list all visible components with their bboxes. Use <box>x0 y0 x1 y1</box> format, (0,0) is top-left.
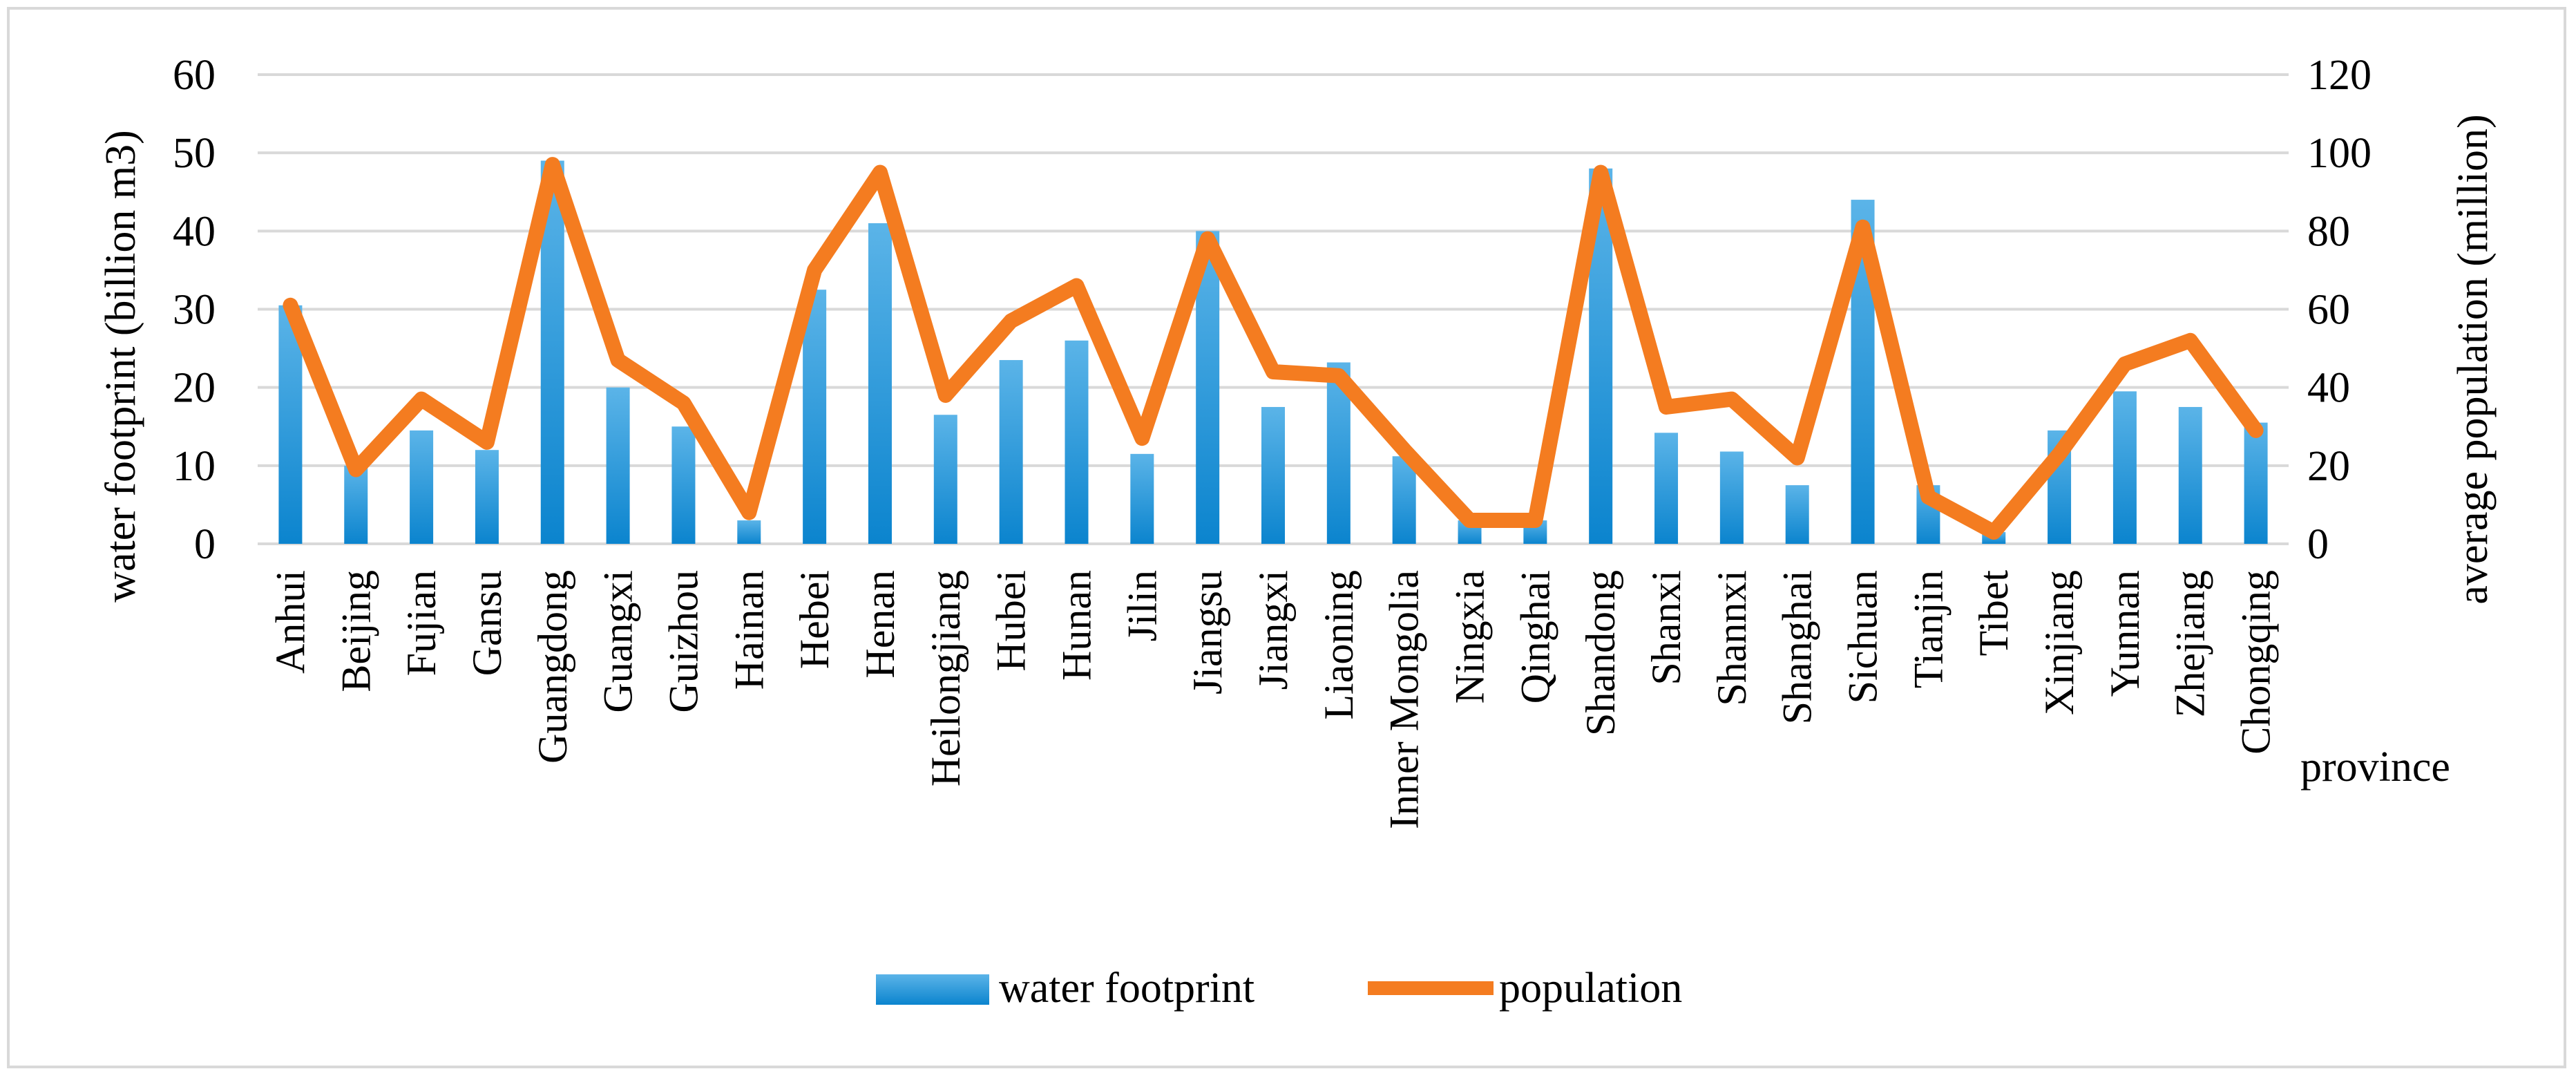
category-label-chongqing: Chongqing <box>2233 570 2279 755</box>
category-label-henan: Henan <box>857 570 903 679</box>
category-label-hebei: Hebei <box>792 570 837 669</box>
category-label-shanxi: Shanxi <box>1643 570 1689 685</box>
left-tick-label: 10 <box>173 443 216 490</box>
category-label-sichuan: Sichuan <box>1840 570 1886 703</box>
bar-fujian <box>410 430 434 544</box>
category-label-zhejiang: Zhejiang <box>2168 570 2213 717</box>
legend: water footprint population <box>876 965 1682 1012</box>
category-label-gansu: Gansu <box>464 570 510 676</box>
right-tick-label: 80 <box>2307 208 2350 255</box>
bar-beijing <box>344 465 368 544</box>
legend-swatch-water-footprint <box>876 974 989 1005</box>
left-axis-title: water footprint (billion m3) <box>97 130 144 603</box>
bar-jiangxi <box>1261 406 1285 544</box>
left-tick-label: 30 <box>173 287 216 334</box>
category-label-inner-mongolia: Inner Mongolia <box>1382 570 1427 829</box>
left-tick-label: 20 <box>173 365 216 412</box>
bar-yunnan <box>2112 391 2137 544</box>
category-label-yunnan: Yunnan <box>2102 570 2148 697</box>
bar-heilongjiang <box>933 415 957 544</box>
bar-hebei <box>803 290 827 544</box>
category-label-heilongjiang: Heilongjiang <box>923 570 969 786</box>
category-label-shandong: Shandong <box>1578 570 1623 736</box>
bar-guizhou <box>671 426 696 544</box>
bar-chongqing <box>2244 422 2268 544</box>
category-label-jiangxi: Jiangxi <box>1250 570 1296 690</box>
category-label-shannxi: Shannxi <box>1709 570 1755 706</box>
bar-hubei <box>999 360 1023 544</box>
bar-henan <box>868 223 892 544</box>
right-tick-label: 20 <box>2307 443 2350 490</box>
right-tick-label: 40 <box>2307 365 2350 412</box>
left-tick-label: 0 <box>194 521 216 568</box>
legend-label-population: population <box>1499 965 1682 1012</box>
right-tick-label: 100 <box>2307 130 2372 177</box>
bar-shanxi <box>1654 433 1679 544</box>
bar-zhejiang <box>2178 406 2202 544</box>
category-label-tibet: Tibet <box>1971 570 2016 656</box>
left-tick-label: 50 <box>173 130 216 177</box>
category-label-liaoning: Liaoning <box>1316 570 1362 720</box>
category-label-guangdong: Guangdong <box>530 570 575 764</box>
category-label-tianjin: Tianjin <box>1905 570 1951 688</box>
bar-hainan <box>737 520 761 544</box>
right-tick-label: 120 <box>2307 52 2372 99</box>
right-tick-label: 0 <box>2307 521 2329 568</box>
gridlines <box>258 73 2289 545</box>
left-tick-label: 40 <box>173 208 216 255</box>
category-label-guizhou: Guizhou <box>660 570 706 713</box>
x-axis-title: province <box>2300 744 2450 791</box>
legend-label-water-footprint: water footprint <box>999 965 1254 1012</box>
bar-shanghai <box>1785 485 1809 544</box>
right-axis-ticks: 0 20 40 60 80 100 120 <box>2307 52 2372 568</box>
bar-gansu <box>475 450 499 544</box>
category-label-hainan: Hainan <box>726 570 772 690</box>
bar-guangxi <box>606 387 630 544</box>
category-label-ningxia: Ningxia <box>1447 570 1493 703</box>
category-labels: Anhui Beijing Fujian Gansu Guangdong Guangxi G… <box>267 570 2278 829</box>
bar-hunan <box>1065 340 1089 544</box>
category-label-hubei: Hubei <box>989 570 1034 672</box>
chart-frame <box>7 7 2566 1068</box>
category-label-jiangsu: Jiangsu <box>1185 570 1230 694</box>
category-label-xinjiang: Xinjiang <box>2036 570 2082 715</box>
right-axis-title: average population (million) <box>2450 114 2497 604</box>
bar-shannxi <box>1719 451 1744 544</box>
category-label-beijing: Beijing <box>333 570 379 692</box>
right-tick-label: 60 <box>2307 287 2350 334</box>
category-label-guangxi: Guangxi <box>595 570 641 713</box>
left-tick-label: 60 <box>173 52 216 99</box>
category-label-qinghai: Qinghai <box>1512 570 1558 703</box>
category-label-hunan: Hunan <box>1053 570 1099 681</box>
line-series-population <box>283 157 2264 540</box>
population-line <box>283 157 2264 540</box>
category-label-fujian: Fujian <box>399 570 444 676</box>
category-label-jilin: Jilin <box>1119 570 1165 641</box>
category-label-shanghai: Shanghai <box>1775 570 1820 724</box>
category-label-anhui: Anhui <box>267 570 313 674</box>
bar-jilin <box>1130 453 1154 544</box>
bar-inner-mongolia <box>1392 456 1416 544</box>
left-axis-ticks: 0 10 20 30 40 50 60 <box>173 52 216 568</box>
